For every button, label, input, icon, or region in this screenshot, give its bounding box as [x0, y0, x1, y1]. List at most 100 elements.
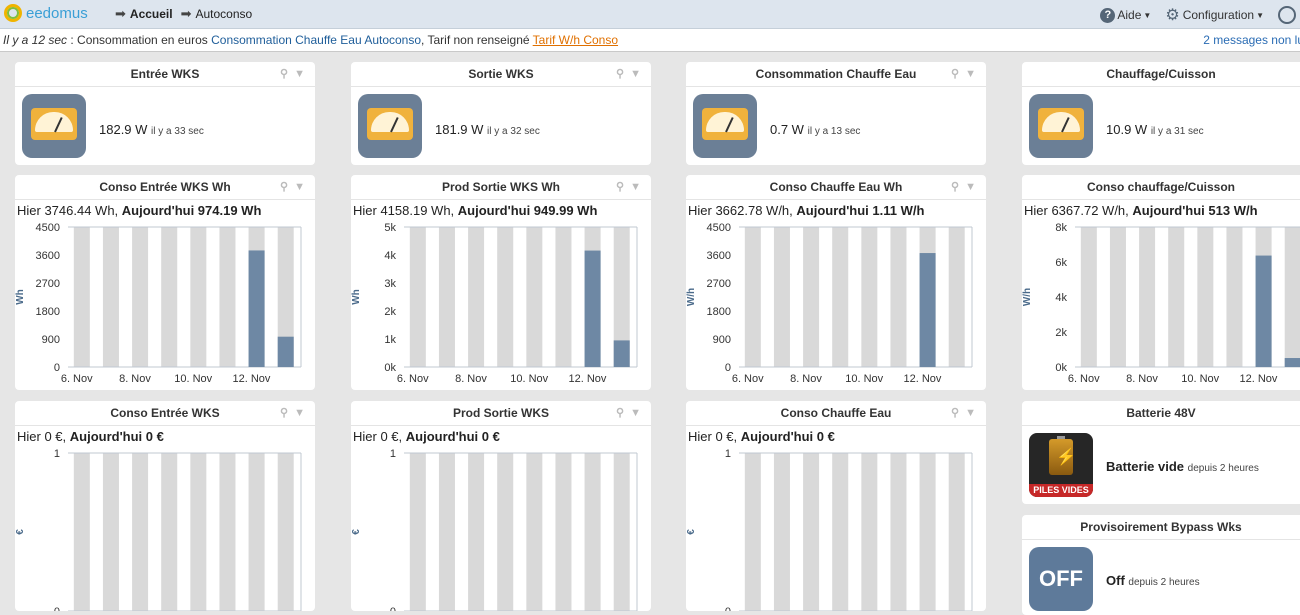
today-text: Aujourd'hui 0 €	[70, 429, 164, 444]
breadcrumb-accueil[interactable]: Accueil	[130, 7, 173, 21]
background-column	[832, 227, 848, 367]
search-icon[interactable]: ⚲	[616, 68, 624, 80]
background-column	[861, 227, 877, 367]
widget-entree-wks: Entrée WKS⚲▼ 182.9 W il y a 33 sec	[15, 62, 315, 165]
x-tick-label: 12. Nov	[1240, 373, 1278, 385]
off-toggle-icon[interactable]: OFF	[1029, 547, 1093, 611]
background-column	[74, 453, 90, 611]
background-column	[774, 453, 790, 611]
background-column	[890, 227, 906, 367]
y-axis-label: W/h	[1022, 288, 1033, 306]
widget-value: 10.9 W il y a 31 sec	[1106, 122, 1204, 137]
data-bar	[585, 251, 601, 367]
history-summary: Hier 6367.72 W/h, Aujourd'hui 513 W/h	[1024, 203, 1258, 218]
widget-title: Conso Chauffe Eau Wh	[770, 180, 903, 194]
gear-icon[interactable]: ⚙	[1165, 5, 1179, 25]
hier-text: Hier 3662.78 W/h,	[688, 203, 796, 218]
background-column	[526, 453, 542, 611]
configuration-menu[interactable]: Configuration	[1183, 8, 1254, 22]
search-icon[interactable]: ⚲	[280, 181, 288, 193]
chevron-down-icon[interactable]: ▼	[965, 181, 976, 193]
unread-messages-link[interactable]: 2 messages non lus	[1203, 29, 1300, 51]
search-icon[interactable]: ⚲	[951, 407, 959, 419]
message-link-consumption[interactable]: Consommation Chauffe Eau Autoconso	[211, 33, 421, 47]
background-column	[949, 227, 965, 367]
since-text: il y a 13 sec	[808, 126, 861, 137]
search-icon[interactable]: ⚲	[280, 68, 288, 80]
history-summary: Hier 0 €, Aujourd'hui 0 €	[353, 429, 500, 444]
background-column	[410, 453, 426, 611]
background-column	[1285, 227, 1300, 367]
chevron-down-icon[interactable]: ▼	[965, 407, 976, 419]
eedomus-logo[interactable]: eedomus	[4, 4, 88, 22]
background-column	[497, 453, 513, 611]
widget-title: Conso Entrée WKS	[110, 406, 219, 420]
data-bar	[1285, 358, 1300, 367]
x-tick-label: 6. Nov	[1068, 373, 1100, 385]
background-column	[439, 453, 455, 611]
history-summary: Hier 4158.19 Wh, Aujourd'hui 949.99 Wh	[353, 203, 597, 218]
x-tick-label: 8. Nov	[790, 373, 822, 385]
y-tick-label: 8k	[1055, 222, 1067, 234]
chevron-down-icon[interactable]: ▼	[965, 68, 976, 80]
background-column	[1197, 227, 1213, 367]
background-column	[555, 227, 571, 367]
widget-title: Conso Chauffe Eau	[781, 406, 892, 420]
background-column	[132, 453, 148, 611]
breadcrumb-autoconso[interactable]: Autoconso	[196, 7, 253, 21]
chevron-down-icon[interactable]: ▼	[630, 68, 641, 80]
top-bar: eedomus ➡ Accueil ➡ Autoconso ? Aide ▼ ⚙…	[0, 0, 1300, 29]
value-text: 182.9 W	[99, 122, 147, 137]
chevron-down-icon[interactable]: ▼	[1256, 11, 1264, 20]
background-column	[861, 453, 877, 611]
background-column	[161, 453, 177, 611]
today-text: Aujourd'hui 0 €	[406, 429, 500, 444]
widget-title: Chauffage/Cuisson	[1106, 67, 1215, 81]
y-axis-label: €	[15, 529, 26, 535]
y-tick-label: 4k	[384, 250, 396, 262]
widget-title: Sortie WKS	[468, 67, 533, 81]
y-tick-label: 0	[54, 606, 60, 611]
widget-conso-chauffe-eau-wh: Conso Chauffe Eau Wh ⚲ ▼ Hier 3662.78 W/h,…	[686, 175, 986, 390]
search-icon[interactable]: ⚲	[616, 407, 624, 419]
y-tick-label: 4500	[36, 222, 60, 234]
chevron-down-icon[interactable]: ▼	[294, 407, 305, 419]
chevron-down-icon[interactable]: ▼	[630, 181, 641, 193]
message-link-tarif[interactable]: Tarif W/h Conso	[533, 33, 618, 47]
background-column	[803, 453, 819, 611]
chevron-down-icon[interactable]: ▼	[1143, 11, 1151, 20]
y-axis-label: Wh	[15, 289, 26, 305]
x-tick-label: 12. Nov	[569, 373, 607, 385]
since-text: il y a 31 sec	[1151, 126, 1204, 137]
y-tick-label: 3600	[36, 250, 60, 262]
search-icon[interactable]: ⚲	[280, 407, 288, 419]
widget-sortie-wks: Sortie WKS⚲▼ 181.9 W il y a 32 sec	[351, 62, 651, 165]
y-tick-label: 0k	[1055, 362, 1067, 374]
widget-chauffage-cuisson: Chauffage/Cuisson⚲ 10.9 W il y a 31 sec	[1022, 62, 1300, 165]
chevron-down-icon[interactable]: ▼	[294, 68, 305, 80]
search-icon[interactable]: ⚲	[616, 181, 624, 193]
search-icon[interactable]: ⚲	[951, 181, 959, 193]
top-right-menu: ? Aide ▼ ⚙ Configuration ▼	[1100, 5, 1300, 25]
widget-consommation-chauffe-eau: Consommation Chauffe Eau⚲▼ 0.7 W il y a …	[686, 62, 986, 165]
y-tick-label: 4500	[707, 222, 731, 234]
help-icon[interactable]: ?	[1100, 8, 1115, 23]
background-column	[1226, 227, 1242, 367]
today-text: Aujourd'hui 513 W/h	[1132, 203, 1257, 218]
bar-chart: 01€	[15, 447, 315, 611]
background-column	[497, 227, 513, 367]
background-column	[103, 227, 119, 367]
arrow-right-icon: ➡	[115, 6, 126, 22]
background-column	[614, 453, 630, 611]
help-menu[interactable]: Aide	[1117, 8, 1141, 22]
state-text: Off	[1106, 573, 1125, 588]
bar-chart: 01€	[686, 447, 986, 611]
chevron-down-icon[interactable]: ▼	[294, 181, 305, 193]
x-tick-label: 6. Nov	[397, 373, 429, 385]
search-icon[interactable]: ⚲	[951, 68, 959, 80]
power-icon[interactable]	[1278, 6, 1296, 24]
chevron-down-icon[interactable]: ▼	[630, 407, 641, 419]
hier-text: Hier 0 €,	[688, 429, 741, 444]
y-tick-label: 1800	[707, 306, 731, 318]
